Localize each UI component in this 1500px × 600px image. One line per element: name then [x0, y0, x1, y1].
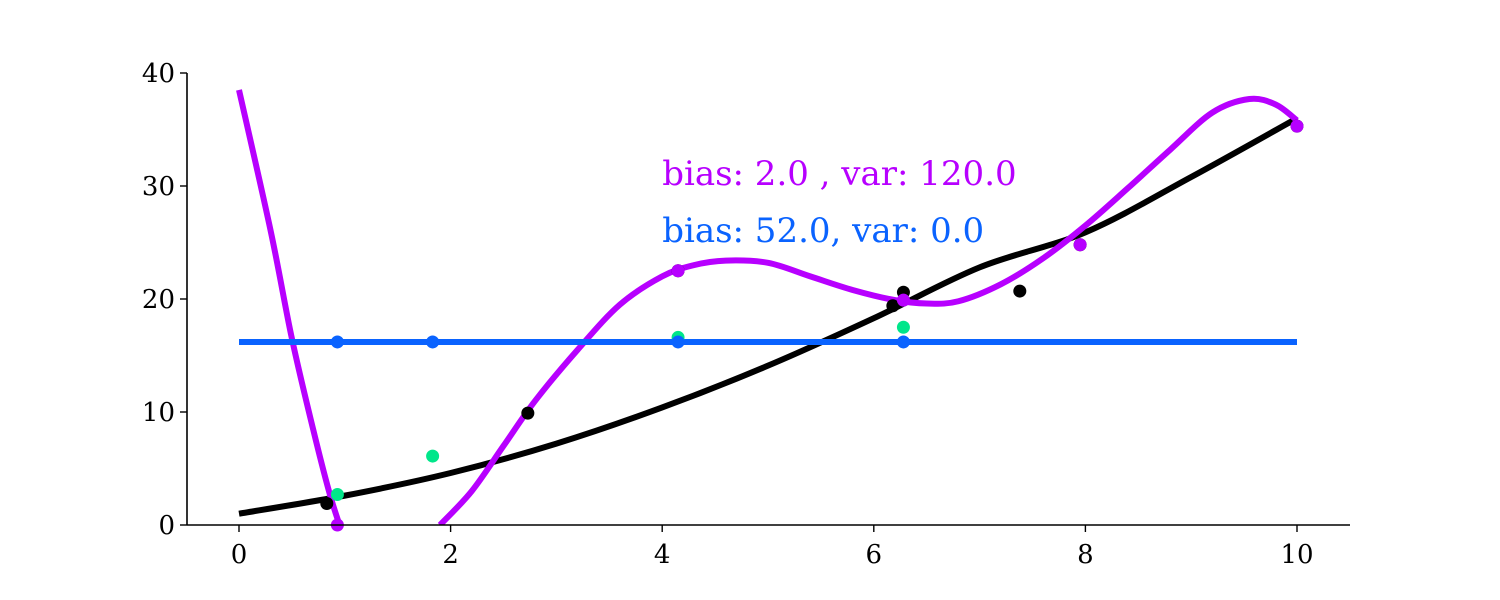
series-4-point	[671, 264, 685, 278]
series-5-point	[896, 320, 910, 334]
y-tick-label: 40	[142, 59, 175, 89]
x-tick-label: 6	[866, 540, 883, 570]
series-3-point	[1013, 284, 1027, 298]
series-6-point	[330, 335, 344, 349]
y-tick-label: 20	[142, 285, 175, 315]
series-3-point	[521, 406, 535, 420]
series-6-point	[426, 335, 440, 349]
annotation-bias-var-low: bias: 52.0, var: 0.0	[662, 211, 984, 251]
series-4-point	[1073, 238, 1087, 252]
series-4-point	[896, 293, 910, 307]
series-lines	[236, 89, 1299, 525]
series-4-point	[1290, 119, 1304, 133]
series-5-point	[330, 487, 344, 501]
series-points	[320, 119, 1304, 532]
y-tick-label: 10	[142, 398, 175, 428]
y-tick-label: 30	[142, 172, 175, 202]
x-tick-label: 0	[231, 540, 248, 570]
series-1-line-segment-0	[236, 89, 343, 525]
series-3-point	[886, 299, 900, 313]
x-axis-ticks: 0 2 4 6 8 10	[231, 525, 1314, 570]
series-5-point	[426, 449, 440, 463]
x-tick-label: 2	[442, 540, 459, 570]
y-axis-ticks: 0 10 20 30 40	[142, 59, 187, 541]
annotation-bias-var-high: bias: 2.0 , var: 120.0	[662, 154, 1016, 194]
series-0-line-segment-0	[238, 115, 1299, 517]
x-tick-label: 4	[654, 540, 671, 570]
series-6-point	[671, 335, 685, 349]
series-6-point	[896, 335, 910, 349]
series-1-line-segment-1	[437, 95, 1299, 525]
x-tick-label: 10	[1280, 540, 1313, 570]
series-3-point	[320, 497, 334, 511]
x-tick-label: 8	[1077, 540, 1094, 570]
y-tick-label: 0	[158, 511, 175, 541]
